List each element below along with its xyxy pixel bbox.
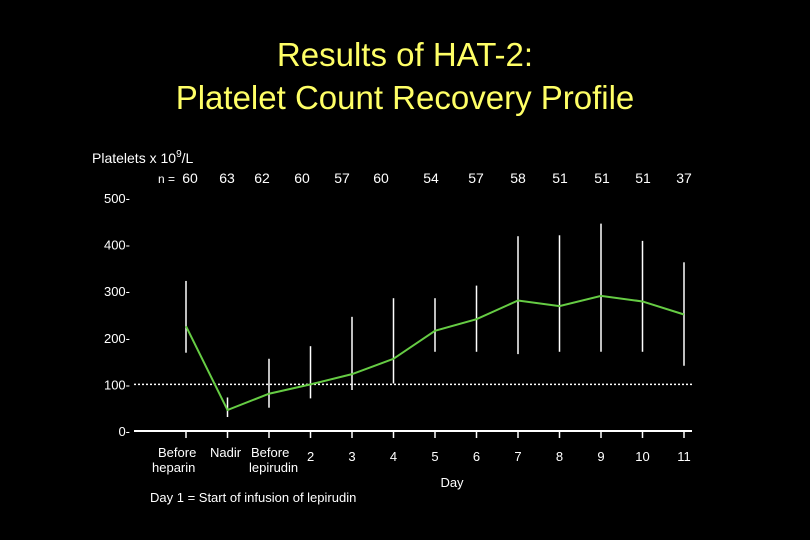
n-value: 37	[676, 170, 692, 186]
x-axis-title: Day	[440, 475, 464, 490]
n-value: 60	[182, 170, 198, 186]
x-tick-label: 3	[348, 449, 355, 464]
footnote: Day 1 = Start of infusion of lepirudin	[150, 490, 356, 505]
n-prefix: n =	[158, 172, 175, 186]
n-value: 57	[468, 170, 484, 186]
x-tick-label: 9	[597, 449, 604, 464]
y-tick-label: 300-	[104, 284, 130, 299]
y-tick-label: 200-	[104, 331, 130, 346]
series-line	[185, 294, 685, 412]
slide-title-line1: Results of HAT-2:	[276, 36, 534, 73]
n-value: 51	[594, 170, 610, 186]
x-label-day-2: 2	[307, 449, 314, 464]
n-value: 62	[254, 170, 270, 186]
n-value: 60	[294, 170, 310, 186]
y-tick-label: 0-	[118, 424, 130, 439]
x-label-lepirudin: lepirudin	[249, 460, 298, 475]
y-tick-label: 100-	[104, 377, 130, 392]
y-tick-label: 400-	[104, 238, 130, 253]
y-axis-title: Platelets x 109/L	[92, 149, 194, 166]
x-tick-label: 7	[514, 449, 521, 464]
x-tick-label: 8	[556, 449, 563, 464]
n-value: 63	[219, 170, 235, 186]
slide-title-line2: Platelet Count Recovery Profile	[175, 79, 635, 116]
x-tick-label: 11	[677, 449, 691, 464]
n-value: 60	[373, 170, 389, 186]
x-tick-label: 10	[635, 449, 649, 464]
n-value: 54	[423, 170, 439, 186]
x-label-nadir: Nadir	[210, 445, 242, 460]
x-tick-label: 4	[390, 449, 397, 464]
x-tick-label: 6	[473, 449, 480, 464]
x-label-before-2: Before	[251, 445, 289, 460]
x-tick-label: 5	[431, 449, 438, 464]
x-label-before: Before	[158, 445, 196, 460]
n-value: 57	[334, 170, 350, 186]
y-tick-label: 500-	[104, 191, 130, 206]
n-value: 51	[552, 170, 568, 186]
n-value: 51	[635, 170, 651, 186]
x-label-heparin: heparin	[152, 460, 195, 475]
n-value: 58	[510, 170, 526, 186]
